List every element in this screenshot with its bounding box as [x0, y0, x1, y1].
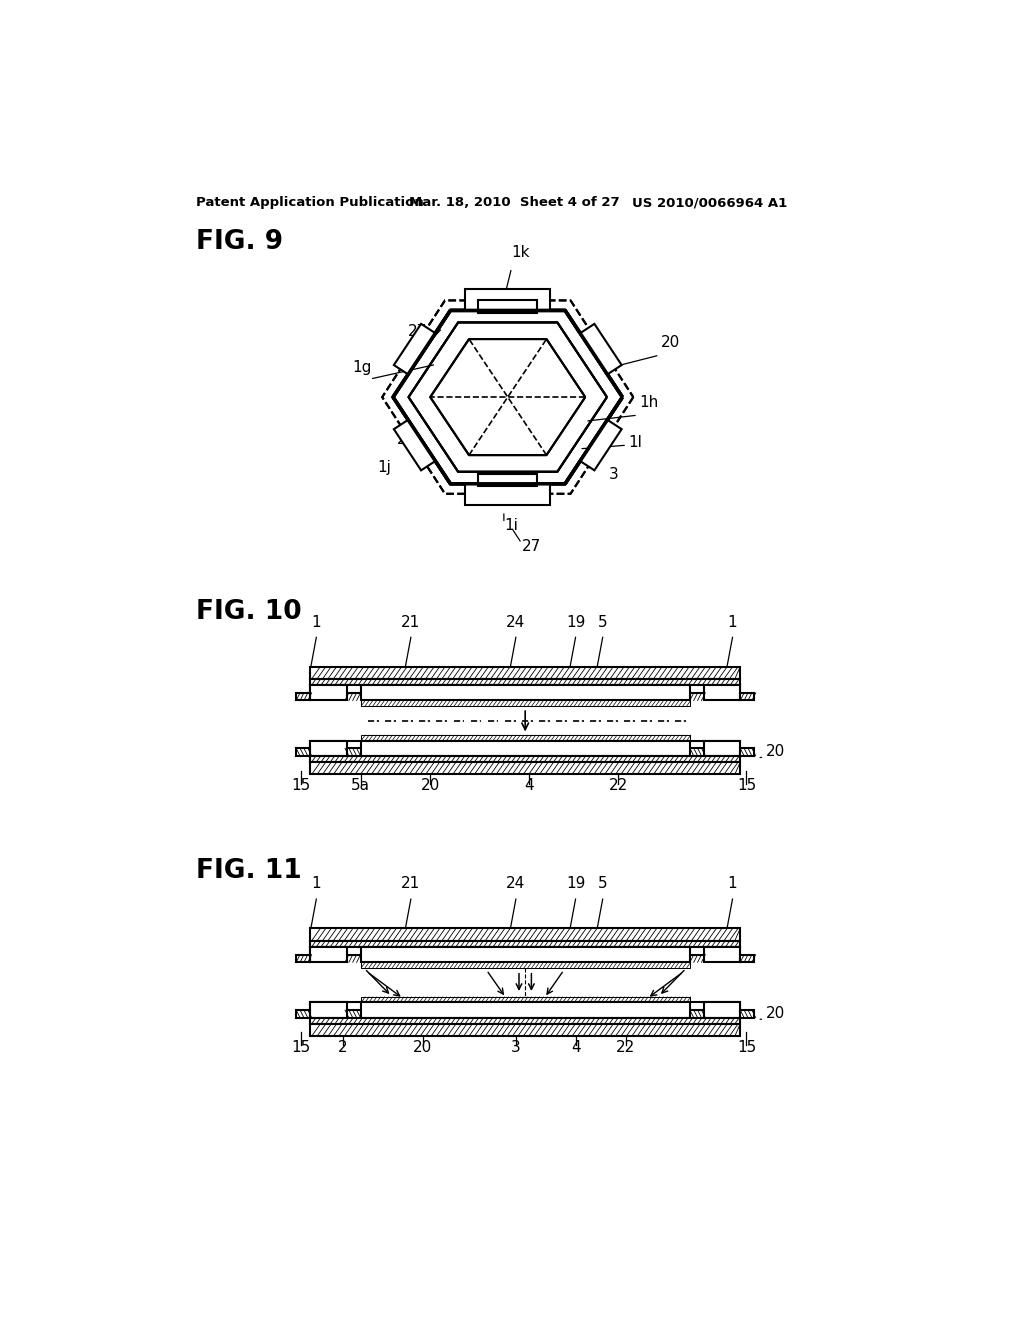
- Bar: [360, 962, 690, 968]
- Text: Mar. 18, 2010  Sheet 4 of 27: Mar. 18, 2010 Sheet 4 of 27: [409, 197, 620, 209]
- Text: 19: 19: [566, 615, 586, 630]
- Bar: [360, 946, 690, 962]
- Polygon shape: [581, 420, 622, 470]
- Text: 19: 19: [566, 876, 586, 891]
- Text: US 2010/0066964 A1: US 2010/0066964 A1: [632, 197, 787, 209]
- Text: 4: 4: [570, 1040, 581, 1055]
- Bar: [310, 685, 740, 693]
- Bar: [360, 741, 690, 756]
- Bar: [478, 301, 538, 313]
- Bar: [310, 928, 740, 941]
- Bar: [310, 741, 740, 748]
- Bar: [360, 701, 690, 706]
- Text: 5: 5: [598, 615, 607, 630]
- Bar: [360, 685, 690, 701]
- Text: 20: 20: [766, 744, 785, 759]
- Text: Patent Application Publication: Patent Application Publication: [197, 197, 424, 209]
- Polygon shape: [581, 323, 622, 375]
- Text: 15: 15: [737, 777, 756, 793]
- Bar: [703, 1002, 740, 1018]
- Bar: [310, 946, 740, 954]
- Text: 3: 3: [608, 467, 618, 483]
- Text: 27: 27: [409, 323, 427, 339]
- Text: 1i: 1i: [504, 517, 518, 532]
- Text: 1k: 1k: [512, 246, 530, 260]
- Bar: [310, 1002, 346, 1018]
- Text: FIG. 11: FIG. 11: [197, 858, 302, 884]
- Text: 21: 21: [401, 615, 421, 630]
- Bar: [310, 678, 740, 685]
- Bar: [310, 762, 740, 775]
- Bar: [360, 997, 690, 1002]
- Bar: [310, 756, 740, 762]
- Bar: [310, 946, 346, 962]
- Bar: [296, 693, 310, 701]
- Bar: [296, 748, 310, 756]
- Bar: [703, 685, 740, 701]
- Text: 24: 24: [506, 876, 525, 891]
- Bar: [740, 1010, 755, 1018]
- Bar: [310, 741, 346, 756]
- Bar: [478, 474, 538, 486]
- Text: 1: 1: [311, 876, 322, 891]
- Text: 1j: 1j: [378, 461, 391, 475]
- Bar: [310, 1002, 740, 1010]
- Bar: [310, 1018, 740, 1024]
- Bar: [310, 667, 740, 678]
- Text: 22: 22: [616, 1040, 636, 1055]
- Text: 20: 20: [766, 1006, 785, 1020]
- Text: 3: 3: [511, 1040, 521, 1055]
- Text: 15: 15: [737, 1040, 756, 1055]
- Bar: [310, 1024, 740, 1036]
- Bar: [740, 954, 755, 962]
- Text: 22: 22: [608, 777, 628, 793]
- Text: 5a: 5a: [351, 777, 370, 793]
- Bar: [360, 735, 690, 741]
- Text: 1g: 1g: [352, 360, 372, 375]
- Bar: [703, 946, 740, 962]
- Text: 15: 15: [291, 777, 310, 793]
- Bar: [740, 693, 755, 701]
- Polygon shape: [394, 420, 435, 470]
- Polygon shape: [465, 484, 550, 506]
- Polygon shape: [394, 323, 435, 375]
- Text: 1l: 1l: [629, 436, 642, 450]
- Text: FIG. 9: FIG. 9: [197, 230, 284, 255]
- Polygon shape: [393, 310, 623, 484]
- Text: 28: 28: [397, 432, 417, 447]
- Text: 1: 1: [311, 615, 322, 630]
- Bar: [296, 1010, 310, 1018]
- Bar: [360, 1002, 690, 1018]
- Text: 1h: 1h: [640, 395, 658, 411]
- Text: 20: 20: [421, 777, 440, 793]
- Bar: [310, 685, 346, 701]
- Text: 20: 20: [662, 335, 681, 350]
- Bar: [310, 941, 740, 946]
- Text: 27: 27: [521, 539, 541, 554]
- Text: 4: 4: [524, 777, 534, 793]
- Bar: [703, 741, 740, 756]
- Text: 1: 1: [728, 615, 737, 630]
- Text: 5: 5: [598, 876, 607, 891]
- Bar: [296, 954, 310, 962]
- Bar: [740, 748, 755, 756]
- Text: 21: 21: [401, 876, 421, 891]
- Text: 1: 1: [728, 876, 737, 891]
- Text: FIG. 10: FIG. 10: [197, 599, 302, 624]
- Text: 20: 20: [413, 1040, 432, 1055]
- Text: 15: 15: [291, 1040, 310, 1055]
- Polygon shape: [465, 289, 550, 310]
- Text: 2: 2: [338, 1040, 347, 1055]
- Text: 24: 24: [506, 615, 525, 630]
